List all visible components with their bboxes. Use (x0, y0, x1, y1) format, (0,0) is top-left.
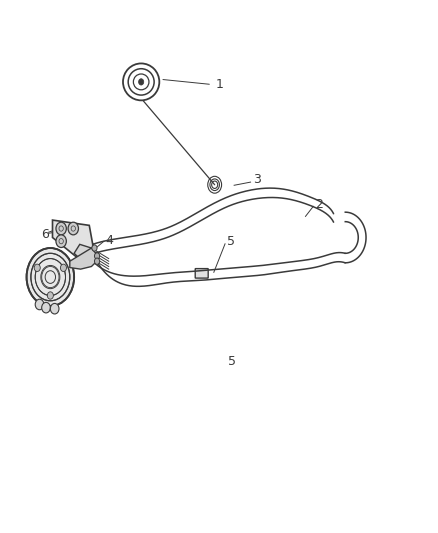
Text: 5: 5 (228, 355, 236, 368)
Circle shape (138, 79, 144, 85)
Circle shape (56, 222, 66, 235)
Polygon shape (70, 248, 98, 269)
Circle shape (34, 264, 40, 271)
Circle shape (68, 222, 78, 235)
Text: 5: 5 (227, 235, 235, 248)
Text: 3: 3 (253, 173, 261, 186)
Circle shape (27, 248, 74, 306)
Text: 1: 1 (215, 78, 223, 91)
Circle shape (56, 235, 66, 247)
Circle shape (35, 299, 44, 310)
Circle shape (50, 303, 59, 314)
Text: 6: 6 (41, 228, 49, 241)
Circle shape (42, 302, 50, 313)
Polygon shape (53, 220, 93, 261)
Circle shape (95, 253, 100, 259)
Polygon shape (74, 244, 96, 261)
Circle shape (92, 245, 97, 251)
Text: 4: 4 (106, 233, 113, 247)
Text: 2: 2 (315, 198, 323, 211)
FancyBboxPatch shape (195, 269, 208, 278)
Circle shape (60, 264, 67, 271)
Circle shape (95, 258, 100, 264)
Circle shape (47, 292, 53, 299)
